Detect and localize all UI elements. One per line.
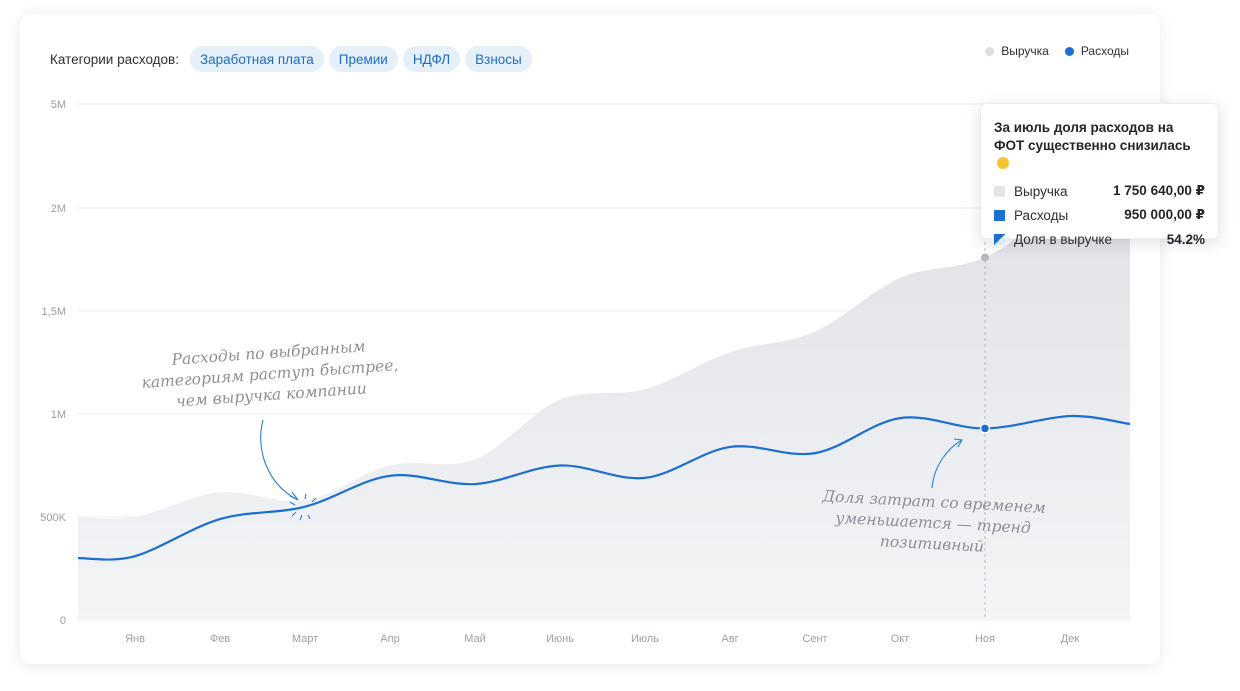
chart-legend: Выручка Расходы [985,44,1129,58]
legend-revenue-label: Выручка [1001,44,1049,58]
tooltip-row-expenses: Расходы 950 000,00 ₽ [994,203,1205,227]
tooltip-row-value: 54.2% [1166,231,1205,247]
burst-stroke-icon [291,511,297,517]
share-swatch-icon [994,233,1005,245]
annotation-arrow-growth [260,419,299,501]
legend-expenses-label: Расходы [1080,44,1129,58]
legend-revenue[interactable]: Выручка [985,44,1049,58]
burst-stroke-icon [307,514,311,520]
tooltip-row-value: 1 750 640,00 ₽ [1113,183,1205,198]
chart-tooltip: За июль доля расходов на ФОТ существенно… [980,103,1219,247]
category-filters: Категории расходов: Заработная плата Пре… [50,46,532,72]
arrow-head-icon [953,438,963,448]
expenses-highlight-point [979,423,991,434]
x-tick-label: Март [292,633,318,645]
burst-stroke-icon [289,501,296,506]
chip-bonuses[interactable]: Премии [328,46,398,72]
tooltip-title-text: За июль доля расходов на ФОТ существенно… [994,120,1191,153]
chip-contributions[interactable]: Взносы [465,46,532,72]
tooltip-row-label: Расходы [1014,207,1069,223]
x-tick-label: Сент [802,633,827,645]
expenses-swatch-icon [994,209,1005,221]
legend-expenses[interactable]: Расходы [1064,44,1129,58]
tooltip-row-revenue: Выручка 1 750 640,00 ₽ [994,179,1205,203]
x-tick-label: Янв [125,633,145,645]
y-tick-label: 1M [51,409,66,421]
x-tick-label: Дек [1061,633,1080,645]
tooltip-row-value: 950 000,00 ₽ [1124,207,1205,222]
revenue-dot-icon [985,46,995,56]
y-tick-label: 2M [51,203,66,215]
x-tick-label: Июнь [546,633,574,645]
y-tick-label: 1,5M [42,306,66,318]
tooltip-title: За июль доля расходов на ФОТ существенно… [994,119,1205,173]
chip-ndfl[interactable]: НДФЛ [402,46,461,72]
smile-emoji-icon [997,157,1009,169]
tooltip-row-label: Доля в выручке [1014,231,1112,247]
annotation-arrow-trend [931,439,963,489]
tooltip-row-label: Выручка [1014,183,1068,199]
annotation-trend: Доля затрат со временем уменьшается — тр… [822,487,1047,556]
x-tick-label: Окт [891,633,910,645]
revenue-swatch-icon [994,185,1005,197]
burst-stroke-icon [304,493,307,500]
burst-stroke-icon [311,497,317,503]
chip-salary[interactable]: Заработная плата [189,46,324,72]
expenses-dot-icon [1064,46,1074,56]
x-tick-label: Авг [721,633,738,645]
tooltip-row-share: Доля в выручке 54.2% [994,227,1205,251]
expenses-line [77,414,1131,561]
x-tick-label: Июль [631,633,659,645]
burst-stroke-icon [299,514,303,521]
x-tick-label: Фев [210,633,230,645]
x-tick-label: Ноя [975,633,995,645]
x-tick-label: Май [464,633,486,645]
y-tick-label: 500K [40,512,66,524]
revenue-highlight-point [981,253,989,262]
x-tick-label: Апр [380,633,399,645]
filters-label: Категории расходов: [50,51,179,67]
y-tick-label: 0 [60,615,66,627]
y-tick-label: 5M [51,99,66,111]
arrow-head-icon [289,491,299,501]
revenue-area [78,201,1130,620]
